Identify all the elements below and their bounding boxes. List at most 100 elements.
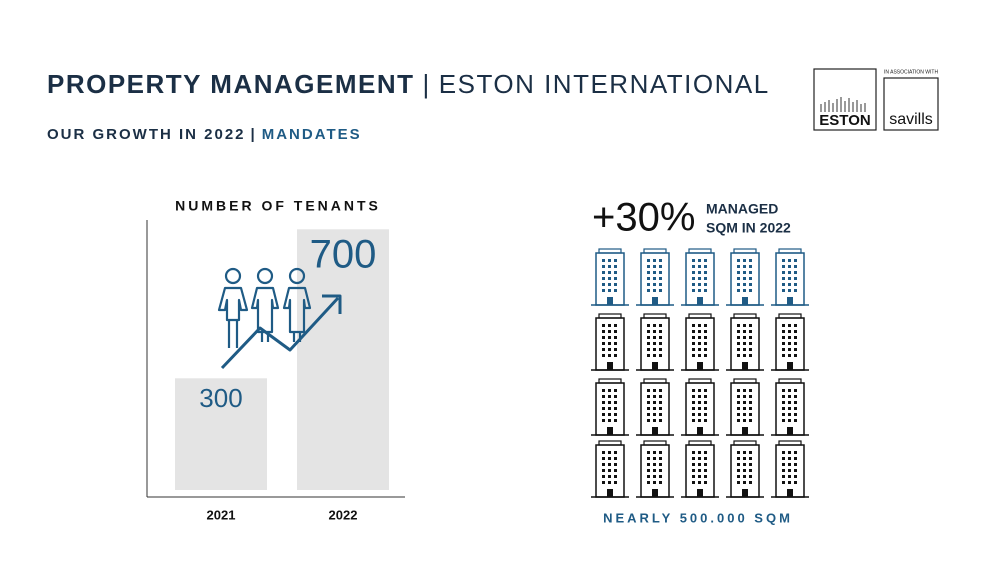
building-window <box>659 271 662 274</box>
building-window <box>602 481 605 484</box>
building-window <box>659 407 662 410</box>
building-roof <box>643 378 667 384</box>
building-door <box>697 362 703 370</box>
building-roof <box>778 313 802 319</box>
building-window <box>647 259 650 262</box>
building-window <box>788 324 791 327</box>
building-window <box>749 330 752 333</box>
subtitle-accent: MANDATES <box>262 126 362 143</box>
building-window <box>704 348 707 351</box>
building-window <box>704 289 707 292</box>
building-window <box>737 457 740 460</box>
building-window <box>659 265 662 268</box>
building-window <box>647 389 650 392</box>
building-window <box>749 336 752 339</box>
building-window <box>737 401 740 404</box>
building-window <box>653 463 656 466</box>
building-window <box>794 451 797 454</box>
building-window <box>749 271 752 274</box>
building-window <box>659 395 662 398</box>
building-window <box>794 413 797 416</box>
building-window <box>788 469 791 472</box>
building-window <box>614 330 617 333</box>
building-window <box>743 413 746 416</box>
building-door <box>607 489 613 497</box>
building-window <box>704 413 707 416</box>
building-window <box>602 259 605 262</box>
building-window <box>788 289 791 292</box>
building-window <box>653 324 656 327</box>
building-window <box>698 413 701 416</box>
building-window <box>782 265 785 268</box>
building-icon <box>591 248 629 306</box>
building-window <box>782 469 785 472</box>
building-window <box>743 481 746 484</box>
building-window <box>704 271 707 274</box>
building-window <box>704 395 707 398</box>
building-window <box>704 342 707 345</box>
bar <box>175 378 267 490</box>
building-icon <box>726 440 764 498</box>
building-window <box>788 271 791 274</box>
building-icon <box>726 378 764 436</box>
building-window <box>794 481 797 484</box>
building-window <box>692 265 695 268</box>
building-window <box>653 354 656 357</box>
building-window <box>692 419 695 422</box>
building-window <box>737 463 740 466</box>
building-window <box>704 419 707 422</box>
building-window <box>788 481 791 484</box>
building-window <box>647 342 650 345</box>
building-window <box>602 457 605 460</box>
building-window <box>782 342 785 345</box>
building-window <box>794 389 797 392</box>
building-window <box>614 265 617 268</box>
building-door <box>697 297 703 305</box>
building-roof <box>688 313 712 319</box>
building-door <box>652 427 658 435</box>
building-roof <box>643 313 667 319</box>
building-window <box>653 469 656 472</box>
savills-logo-box <box>883 77 939 131</box>
building-window <box>614 469 617 472</box>
building-icon <box>681 248 719 306</box>
building-window <box>653 451 656 454</box>
building-window <box>782 289 785 292</box>
building-window <box>647 354 650 357</box>
building-window <box>614 289 617 292</box>
building-window <box>749 389 752 392</box>
building-window <box>614 324 617 327</box>
building-window <box>749 259 752 262</box>
building-window <box>794 259 797 262</box>
building-window <box>647 265 650 268</box>
building-icon <box>681 440 719 498</box>
building-roof <box>598 313 622 319</box>
building-window <box>614 475 617 478</box>
building-window <box>698 475 701 478</box>
building-window <box>614 457 617 460</box>
building-door <box>742 362 748 370</box>
building-window <box>692 451 695 454</box>
building-window <box>608 401 611 404</box>
building-window <box>749 481 752 484</box>
building-window <box>704 324 707 327</box>
building-window <box>782 475 785 478</box>
building-window <box>749 413 752 416</box>
building-window <box>692 342 695 345</box>
title-light: ESTON INTERNATIONAL <box>439 69 770 99</box>
building-icon <box>591 440 629 498</box>
building-window <box>737 475 740 478</box>
building-window <box>749 401 752 404</box>
building-window <box>653 336 656 339</box>
building-window <box>602 348 605 351</box>
building-window <box>659 354 662 357</box>
building-door <box>787 297 793 305</box>
building-window <box>659 469 662 472</box>
building-window <box>737 336 740 339</box>
building-window <box>794 395 797 398</box>
building-window <box>602 475 605 478</box>
building-window <box>653 395 656 398</box>
building-window <box>614 451 617 454</box>
building-roof <box>598 378 622 384</box>
building-icon <box>726 313 764 371</box>
